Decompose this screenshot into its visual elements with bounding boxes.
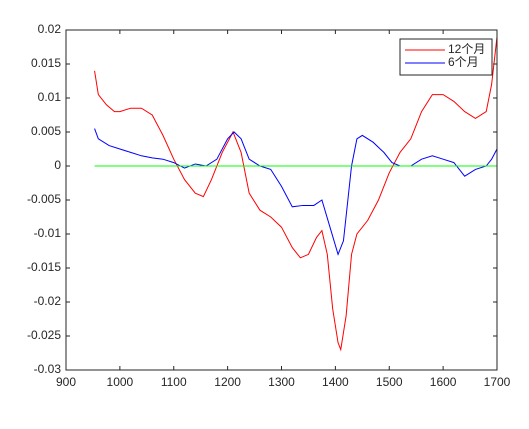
x-tick-label: 900 bbox=[56, 375, 76, 389]
y-tick-label: -0.005 bbox=[27, 192, 61, 206]
y-tick-label: -0.01 bbox=[34, 226, 62, 240]
x-tick-label: 1400 bbox=[322, 375, 349, 389]
legend-label: 6个月 bbox=[448, 55, 479, 69]
x-tick-label: 1600 bbox=[430, 375, 457, 389]
y-tick-label: -0.02 bbox=[34, 294, 62, 308]
x-tick-label: 1300 bbox=[268, 375, 295, 389]
legend-box bbox=[399, 38, 493, 76]
y-tick-label: 0.005 bbox=[31, 124, 61, 138]
plot-frame bbox=[65, 29, 498, 371]
y-tick-label: -0.03 bbox=[34, 362, 62, 376]
x-tick-label: 1000 bbox=[107, 375, 134, 389]
x-tick-label: 1700 bbox=[484, 375, 511, 389]
y-tick-label: 0.02 bbox=[38, 22, 62, 36]
series-line bbox=[94, 36, 498, 352]
x-tick-label: 1200 bbox=[214, 375, 241, 389]
y-tick-label: 0 bbox=[54, 158, 61, 172]
y-tick-label: 0.015 bbox=[31, 56, 61, 70]
x-tick-label: 1100 bbox=[161, 375, 187, 389]
y-tick-label: -0.015 bbox=[27, 260, 61, 274]
legend-label: 12个月 bbox=[448, 42, 485, 56]
x-tick-label: 1500 bbox=[376, 375, 403, 389]
series-line bbox=[94, 128, 498, 256]
y-tick-label: 0.01 bbox=[38, 90, 62, 104]
y-tick-label: -0.025 bbox=[27, 328, 61, 342]
